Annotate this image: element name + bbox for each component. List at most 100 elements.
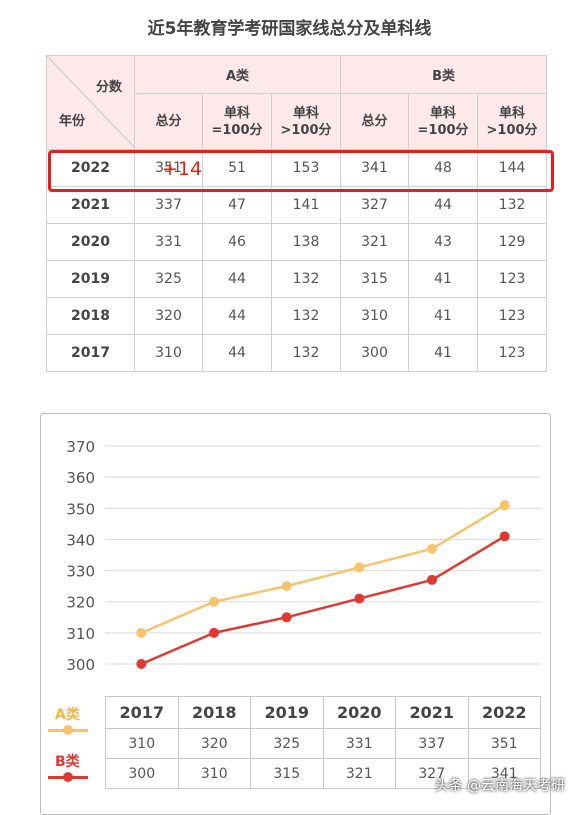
series-b-point (281, 612, 292, 623)
chart-table-value-a: 331 (322, 728, 396, 759)
chart-table-year-row: 2017 2018 2019 2020 2021 2022 (105, 696, 541, 729)
cell-b-single-100: 41 (408, 260, 479, 298)
legend-a-label: A类 (55, 707, 80, 723)
cell-year: 2017 (46, 334, 135, 372)
chart-table-value-a: 351 (467, 728, 541, 759)
cell-year: 2020 (46, 223, 135, 261)
cell-a-single-100: 44 (202, 260, 272, 298)
series-a-point (281, 581, 292, 592)
chart-table-year: 2018 (177, 696, 251, 729)
table-row: 2020 331 46 138 321 43 129 (46, 223, 548, 261)
cell-year: 2022 (46, 149, 135, 187)
series-b-point (427, 574, 437, 585)
col-header-a-total: 总分 (134, 93, 203, 150)
table-row: 2022 351 51 153 341 48 144 (46, 149, 548, 187)
cell-a-total: 310 (134, 334, 203, 372)
series-b-point (499, 531, 510, 542)
chart-table-value-a: 320 (177, 728, 251, 759)
chart-table-year: 2020 (322, 696, 396, 729)
col-header-a-single-100: 单科 =100分 (202, 93, 272, 150)
cell-b-total: 310 (340, 297, 410, 335)
series-b-line (140, 535, 506, 666)
chart-table-value-b: 321 (322, 758, 396, 789)
cell-b-total: 327 (340, 186, 410, 224)
chart-table-year: 2019 (250, 696, 324, 729)
chart-table-year: 2021 (395, 696, 469, 729)
chart-table-value-b: 341 (467, 758, 541, 789)
y-tick-label: 360 (66, 469, 95, 487)
cell-b-total: 315 (340, 260, 410, 298)
cell-b-single-100: 41 (408, 297, 479, 335)
chart-table-value-b: 310 (177, 758, 251, 789)
y-tick-label: 330 (66, 563, 95, 581)
legend-b-label: B类 (55, 754, 80, 770)
table-row: 2017 310 44 132 300 41 123 (46, 334, 548, 372)
cell-a-total: 331 (134, 223, 203, 261)
col-header-b-single-gt100: 单科 >100分 (477, 93, 548, 150)
corner-label-score: 分数 (95, 80, 122, 95)
chart-table-a-row: 310 320 325 331 337 351 (105, 728, 541, 759)
corner-diagonal (47, 56, 135, 148)
cell-b-total: 300 (340, 334, 410, 372)
cell-b-single-gt100: 144 (477, 149, 548, 187)
score-table: 分数 年份 A类 B类 总分 单科 =100分 单科 >100分 总分 单科 =100… (46, 55, 548, 372)
series-a-point (209, 596, 219, 607)
cell-a-single-gt100: 132 (270, 334, 342, 372)
y-tick-label: 320 (66, 594, 95, 612)
cell-a-single-gt100: 132 (270, 260, 342, 298)
increase-annotation: +14 (162, 158, 203, 180)
cell-a-single-gt100: 138 (270, 223, 342, 261)
cell-b-single-gt100: 123 (477, 297, 548, 335)
legend-a-line (48, 725, 88, 735)
series-a-point (427, 543, 437, 554)
y-tick-label: 310 (66, 625, 95, 643)
chart-table-value-a: 337 (395, 728, 469, 759)
cell-b-total: 341 (340, 149, 410, 187)
legend-b: B类 (48, 751, 88, 782)
cell-a-single-100: 44 (202, 334, 272, 372)
cell-b-total: 321 (340, 223, 410, 261)
chart-table-year: 2017 (105, 696, 179, 729)
col-header-a-single-gt100: 单科 >100分 (270, 93, 342, 150)
legend-a: A类 (48, 704, 88, 735)
series-b-point (354, 593, 365, 604)
page-title: 近5年教育学考研国家线总分及单科线 (147, 19, 432, 39)
cell-b-single-100: 43 (408, 223, 479, 261)
table-corner-header: 分数 年份 (46, 55, 135, 150)
series-a-point (499, 500, 510, 511)
legend-b-dot (63, 772, 73, 782)
legend-a-dot (63, 725, 73, 735)
group-header-a: A类 (133, 55, 342, 94)
chart-data-table: 2017 2018 2019 2020 2021 2022 310 320 32… (105, 696, 541, 789)
series-b-point (136, 659, 147, 669)
series-b-point (209, 627, 219, 638)
chart-table-value-b: 300 (105, 758, 179, 789)
cell-b-single-gt100: 123 (477, 334, 548, 372)
cell-year: 2019 (46, 260, 135, 298)
cell-a-total: 320 (134, 297, 203, 335)
chart-table-b-row: 300 310 315 321 327 341 (105, 758, 541, 789)
cell-b-single-100: 41 (408, 334, 479, 372)
cell-a-single-100: 47 (202, 186, 272, 224)
series-a-point (354, 562, 365, 573)
table-row: 2019 325 44 132 315 41 123 (46, 260, 548, 298)
series-a-point (136, 627, 147, 638)
cell-a-single-gt100: 132 (270, 297, 342, 335)
y-tick-label: 350 (66, 500, 95, 518)
cell-b-single-gt100: 129 (477, 223, 548, 261)
chart-table-value-a: 325 (250, 728, 324, 759)
y-tick-label: 300 (66, 656, 95, 674)
col-header-b-total: 总分 (340, 93, 410, 150)
watermark: 头条 @云南海天考研 (434, 778, 565, 794)
chart-table-year: 2022 (467, 696, 541, 729)
cell-a-single-100: 46 (202, 223, 272, 261)
cell-b-single-gt100: 123 (477, 260, 548, 298)
chart-table-value-b: 327 (395, 758, 469, 789)
chart-table-value-b: 315 (250, 758, 324, 789)
corner-label-year: 年份 (59, 114, 86, 129)
series-a-line (140, 504, 506, 635)
legend-b-line (48, 772, 88, 782)
chart-table-value-a: 310 (105, 728, 179, 759)
y-tick-label: 370 (66, 438, 95, 456)
